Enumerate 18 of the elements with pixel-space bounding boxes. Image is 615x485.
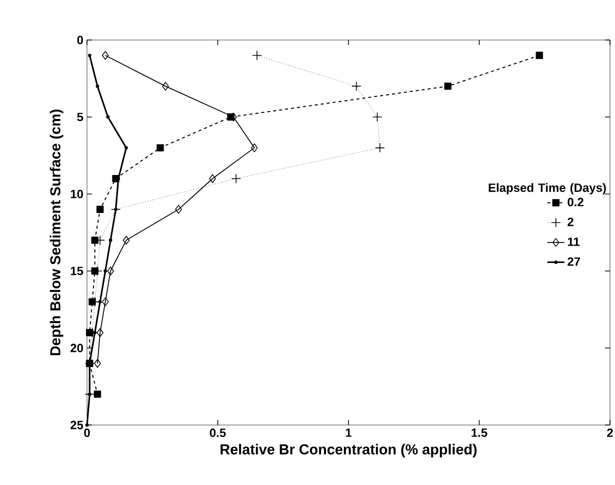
y-tick-label: 0 — [77, 36, 83, 44]
legend-label: 11 — [568, 238, 580, 246]
x-axis-title: Relative Br Concentration (% applied) — [220, 444, 477, 458]
y-tick-label: 10 — [70, 190, 83, 198]
legend-label: 27 — [568, 257, 580, 266]
x-tick-label: 0.5 — [210, 428, 226, 438]
legend-title: Elapsed Time (Days) — [488, 183, 606, 194]
x-tick-label: 2 — [607, 428, 613, 437]
x-tick-label: 1.5 — [472, 428, 488, 437]
y-tick-label: 25 — [70, 420, 84, 430]
x-tick-label: 0 — [84, 428, 90, 438]
legend-label: 0.2 — [568, 198, 584, 206]
y-tick-label: 5 — [77, 112, 84, 122]
x-tick-label: 1 — [346, 428, 352, 437]
y-tick-label: 20 — [70, 344, 83, 352]
legend-label: 2 — [568, 218, 574, 226]
y-tick-label: 15 — [70, 266, 84, 276]
y-axis-title: Depth Below Sediment Surface (cm) — [50, 110, 64, 356]
